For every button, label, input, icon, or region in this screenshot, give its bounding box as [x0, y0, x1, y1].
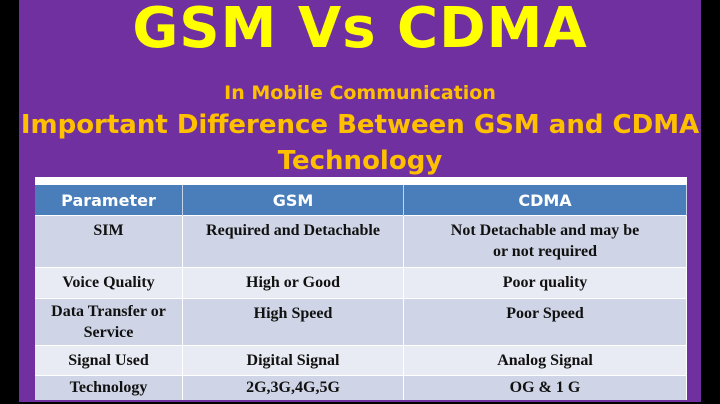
table-row: Voice Quality High or Good Poor quality: [35, 267, 687, 299]
table-row: Data Transfer or Service High Speed Poor…: [35, 298, 687, 346]
cell-parameter: Signal Used: [35, 345, 183, 376]
table-row: SIM Required and Detachable Not Detachab…: [35, 215, 687, 268]
main-title: GSM Vs CDMA: [132, 0, 588, 61]
cell-cdma: Not Detachable and may be or not require…: [403, 215, 687, 268]
cell-gsm: High Speed: [182, 298, 404, 346]
cell-cdma: OG & 1 G: [403, 375, 687, 400]
cell-gsm: High or Good: [182, 267, 404, 299]
cell-parameter: Data Transfer or Service: [35, 298, 183, 346]
cell-parameter: SIM: [35, 215, 183, 268]
table-row: Technology 2G,3G,4G,5G OG & 1 G: [35, 375, 687, 400]
header-parameter: Parameter: [35, 185, 183, 216]
cell-gsm: Digital Signal: [182, 345, 404, 376]
table-row: Signal Used Digital Signal Analog Signal: [35, 345, 687, 376]
cell-cdma: Analog Signal: [403, 345, 687, 376]
cell-parameter: Voice Quality: [35, 267, 183, 299]
infographic-panel: GSM Vs CDMA In Mobile Communication Impo…: [19, 0, 701, 402]
header-gsm: GSM: [182, 185, 404, 216]
cell-cdma: Poor Speed: [403, 298, 687, 346]
cell-parameter: Technology: [35, 375, 183, 400]
heading: Important Difference Between GSM and CDM…: [20, 110, 700, 176]
header-cdma: CDMA: [403, 185, 687, 216]
subtitle: In Mobile Communication: [224, 82, 496, 104]
comparison-table: Parameter GSM CDMA SIM Required and Deta…: [35, 177, 687, 400]
table-header-row: Parameter GSM CDMA: [35, 185, 687, 216]
cell-cdma: Poor quality: [403, 267, 687, 299]
cell-gsm: Required and Detachable: [182, 215, 404, 268]
cell-gsm: 2G,3G,4G,5G: [182, 375, 404, 400]
